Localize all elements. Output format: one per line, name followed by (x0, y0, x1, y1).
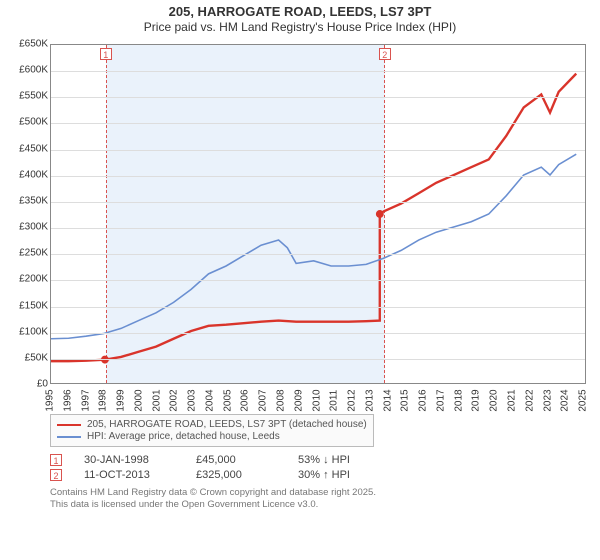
y-axis-label: £250K (8, 248, 48, 259)
event-diff: 53% ↓ HPI (298, 454, 350, 466)
x-axis-label: 1996 (62, 389, 73, 411)
y-axis-label: £650K (8, 39, 48, 50)
x-axis-label: 2007 (258, 389, 269, 411)
x-axis-label: 2017 (435, 389, 446, 411)
chart-container: £0 £50K £100K £150K £200K £250K £300K £350K £400… (6, 38, 594, 408)
legend-swatch (57, 436, 81, 438)
footnote-line: This data is licensed under the Open Gov… (50, 499, 594, 511)
plot-area: 12 (50, 44, 586, 384)
x-axis-label: 2003 (187, 389, 198, 411)
x-axis-label: 2014 (382, 389, 393, 411)
footnote: Contains HM Land Registry data © Crown c… (50, 487, 594, 511)
page-subtitle: Price paid vs. HM Land Registry's House … (6, 20, 594, 34)
x-axis-label: 2012 (347, 389, 358, 411)
y-axis-label: £450K (8, 143, 48, 154)
event-price: £325,000 (196, 469, 276, 481)
x-axis-label: 2025 (578, 389, 589, 411)
y-axis-label: £150K (8, 300, 48, 311)
y-axis-label: £0 (8, 379, 48, 390)
x-axis-label: 2023 (542, 389, 553, 411)
y-axis-label: £350K (8, 195, 48, 206)
y-axis-label: £500K (8, 117, 48, 128)
y-axis-label: £400K (8, 169, 48, 180)
data-point-marker (376, 210, 384, 218)
legend-label: HPI: Average price, detached house, Leed… (87, 431, 280, 442)
x-axis-label: 1995 (45, 389, 56, 411)
events-table: 1 30-JAN-1998 £45,000 53% ↓ HPI 2 11-OCT… (50, 454, 594, 481)
x-axis-label: 2008 (276, 389, 287, 411)
y-axis-label: £200K (8, 274, 48, 285)
series-line (51, 74, 576, 361)
x-axis-label: 2005 (222, 389, 233, 411)
series-line (51, 154, 576, 339)
x-axis-label: 2022 (524, 389, 535, 411)
event-date: 11-OCT-2013 (84, 469, 174, 481)
event-row: 2 11-OCT-2013 £325,000 30% ↑ HPI (50, 469, 594, 481)
footnote-line: Contains HM Land Registry data © Crown c… (50, 487, 594, 499)
event-date: 30-JAN-1998 (84, 454, 174, 466)
legend-swatch (57, 424, 81, 426)
y-axis-label: £100K (8, 326, 48, 337)
event-marker: 1 (50, 454, 62, 466)
x-axis-label: 2004 (204, 389, 215, 411)
page-title: 205, HARROGATE ROAD, LEEDS, LS7 3PT (6, 4, 594, 19)
x-axis-label: 2006 (240, 389, 251, 411)
x-axis-label: 2002 (169, 389, 180, 411)
y-axis-label: £550K (8, 91, 48, 102)
sale-number-marker: 2 (379, 48, 391, 60)
x-axis-label: 2013 (364, 389, 375, 411)
legend-item: 205, HARROGATE ROAD, LEEDS, LS7 3PT (det… (57, 419, 367, 430)
x-axis-label: 2016 (418, 389, 429, 411)
x-axis-label: 1999 (116, 389, 127, 411)
x-axis-label: 1998 (98, 389, 109, 411)
y-axis-label: £50K (8, 352, 48, 363)
y-axis-label: £600K (8, 65, 48, 76)
x-axis-label: 2024 (560, 389, 571, 411)
x-axis-label: 2009 (293, 389, 304, 411)
x-axis-label: 2000 (133, 389, 144, 411)
event-diff: 30% ↑ HPI (298, 469, 350, 481)
x-axis-label: 2018 (453, 389, 464, 411)
y-axis-label: £300K (8, 222, 48, 233)
x-axis-label: 2015 (400, 389, 411, 411)
event-marker: 2 (50, 469, 62, 481)
event-price: £45,000 (196, 454, 276, 466)
sale-number-marker: 1 (100, 48, 112, 60)
x-axis-label: 2019 (471, 389, 482, 411)
x-axis-label: 2001 (151, 389, 162, 411)
legend-item: HPI: Average price, detached house, Leed… (57, 431, 367, 442)
x-axis-label: 2020 (489, 389, 500, 411)
event-row: 1 30-JAN-1998 £45,000 53% ↓ HPI (50, 454, 594, 466)
x-axis-label: 1997 (80, 389, 91, 411)
x-axis-label: 2011 (329, 390, 340, 412)
x-axis-label: 2021 (507, 389, 518, 411)
x-axis-label: 2010 (311, 389, 322, 411)
legend: 205, HARROGATE ROAD, LEEDS, LS7 3PT (det… (50, 414, 374, 447)
legend-label: 205, HARROGATE ROAD, LEEDS, LS7 3PT (det… (87, 419, 367, 430)
